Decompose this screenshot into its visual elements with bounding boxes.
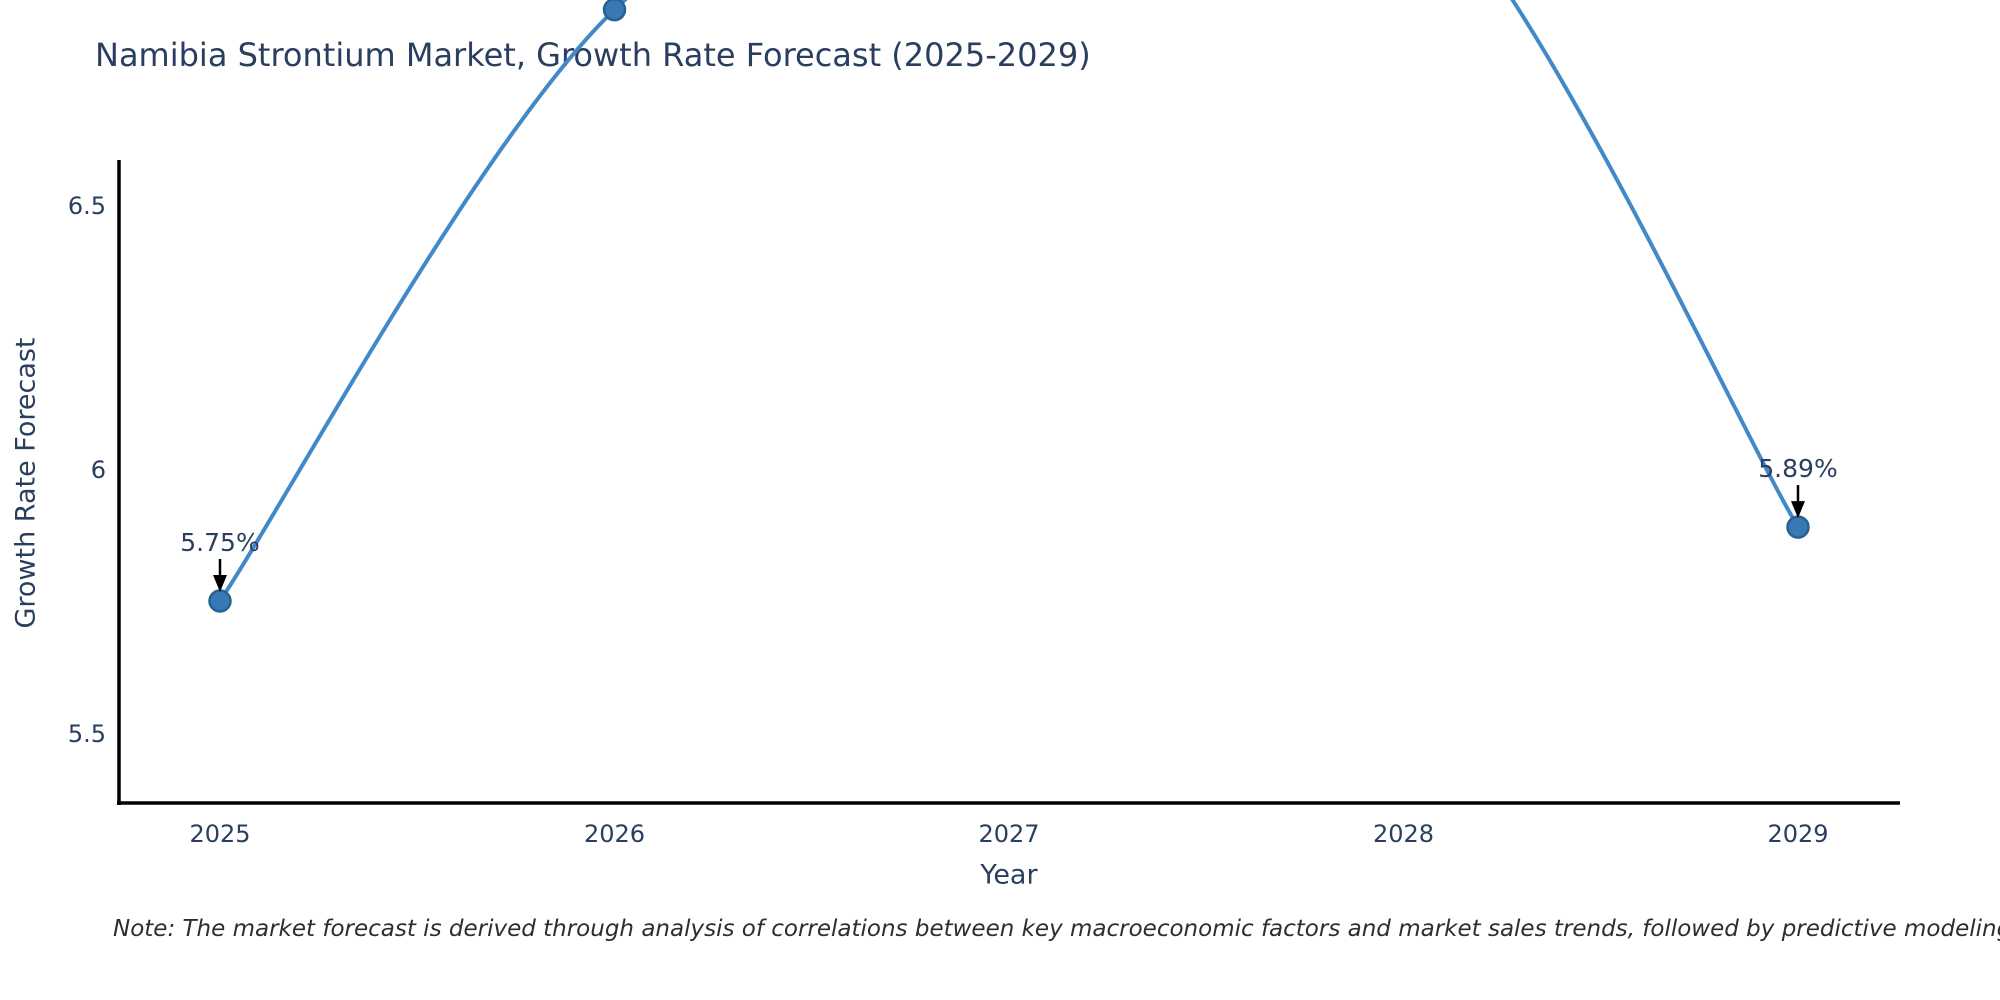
data-point-label: 5.75%	[180, 528, 259, 557]
x-tick-label: 2025	[189, 820, 250, 848]
footnote: Note: The market forecast is derived thr…	[113, 916, 2000, 942]
x-tick-label: 2029	[1767, 820, 1828, 848]
data-point-marker[interactable]	[602, 0, 627, 22]
y-tick-label: 5.5	[68, 720, 106, 748]
x-tick-label: 2028	[1373, 820, 1434, 848]
x-axis-title: Year	[980, 859, 1038, 891]
y-tick-label: 6	[91, 456, 106, 484]
y-tick-label: 6.5	[68, 192, 106, 220]
data-point-label: 5.89%	[1758, 454, 1837, 483]
y-axis-title: Growth Rate Forecast	[10, 337, 42, 629]
chart-title: Namibia Strontium Market, Growth Rate Fo…	[95, 36, 1091, 74]
x-tick-label: 2027	[978, 820, 1039, 848]
data-point-marker[interactable]	[208, 589, 232, 613]
data-point-marker[interactable]	[1786, 515, 1810, 539]
forecast-line	[218, 0, 1800, 603]
annotation-arrow-head	[1791, 501, 1805, 519]
annotation-arrow-head	[614, 0, 615, 1]
x-tick-label: 2026	[584, 820, 645, 848]
annotation-arrow-head	[213, 575, 227, 592]
